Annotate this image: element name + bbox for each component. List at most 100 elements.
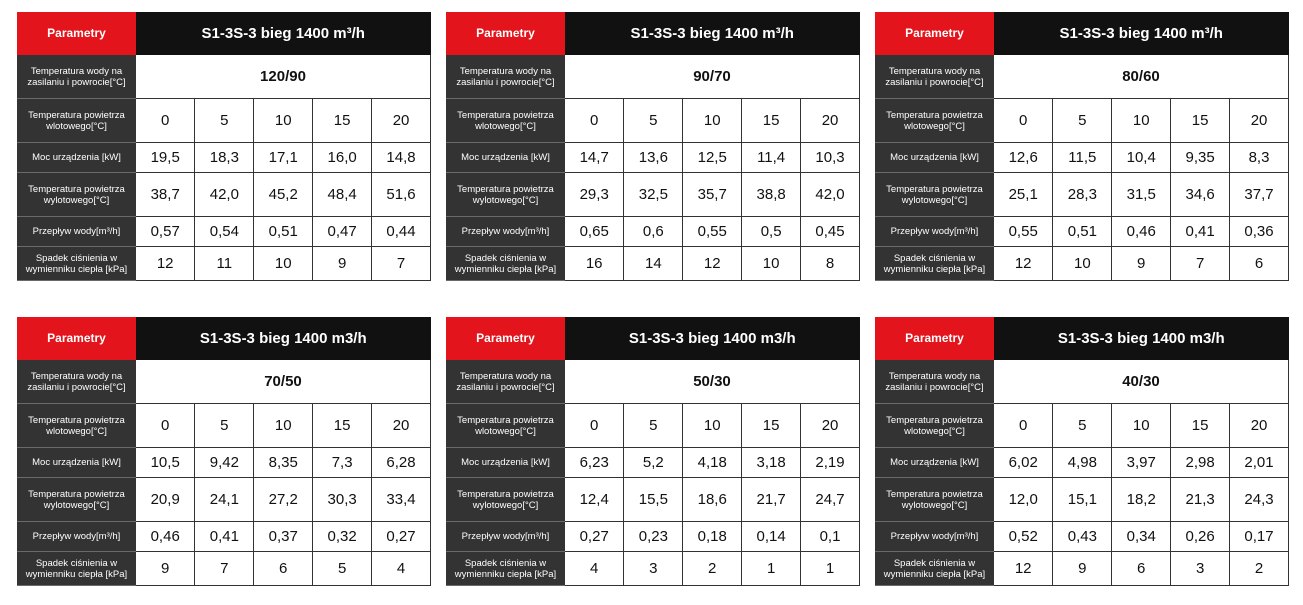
air-out-cell: 15,5 bbox=[623, 477, 684, 522]
flow-label: Przepływ wody[m³/h] bbox=[17, 216, 136, 247]
flow-cell: 0,52 bbox=[994, 521, 1054, 552]
air-out-cell: 35,7 bbox=[682, 172, 743, 217]
air-in-label: Temperatura powietrza wlotowego[°C] bbox=[446, 98, 565, 143]
power-cell: 7,3 bbox=[312, 447, 373, 478]
air-out-label: Temperatura powietrza wylotowego[°C] bbox=[17, 477, 136, 522]
air-out-label: Temperatura powietrza wylotowego[°C] bbox=[17, 172, 136, 217]
air-in-cell: 10 bbox=[682, 403, 743, 448]
flow-cell: 0,41 bbox=[194, 521, 255, 552]
flow-label: Przepływ wody[m³/h] bbox=[446, 216, 565, 247]
power-label: Moc urządzenia [kW] bbox=[17, 142, 136, 173]
power-cell: 16,0 bbox=[312, 142, 373, 173]
air-out-cell: 24,3 bbox=[1229, 477, 1289, 522]
power-cell: 2,01 bbox=[1229, 447, 1289, 478]
drop-cell: 12 bbox=[994, 551, 1054, 586]
drop-cell: 7 bbox=[371, 246, 431, 281]
drop-cell: 4 bbox=[371, 551, 431, 586]
flow-cell: 0,27 bbox=[565, 521, 625, 552]
flow-cell: 0,55 bbox=[682, 216, 743, 247]
parameter-table: Parametry S1-3S-3 bieg 1400 m³/h Tempera… bbox=[17, 12, 431, 281]
drop-cell: 11 bbox=[194, 246, 255, 281]
param-header: Parametry bbox=[446, 317, 565, 360]
flow-cell: 0,47 bbox=[312, 216, 373, 247]
air-in-cell: 5 bbox=[1052, 98, 1113, 143]
power-label: Moc urządzenia [kW] bbox=[446, 142, 565, 173]
param-header: Parametry bbox=[446, 12, 565, 55]
air-out-cell: 45,2 bbox=[253, 172, 314, 217]
air-out-cell: 38,7 bbox=[136, 172, 196, 217]
flow-label: Przepływ wody[m³/h] bbox=[17, 521, 136, 552]
flow-cell: 0,46 bbox=[136, 521, 196, 552]
water-temp-label: Temperatura wody na zasilaniu i powrocie… bbox=[875, 359, 994, 404]
air-out-label: Temperatura powietrza wylotowego[°C] bbox=[875, 172, 994, 217]
power-cell: 4,18 bbox=[682, 447, 743, 478]
air-out-cell: 37,7 bbox=[1229, 172, 1289, 217]
drop-cell: 12 bbox=[682, 246, 743, 281]
air-in-label: Temperatura powietrza wlotowego[°C] bbox=[17, 403, 136, 448]
drop-cell: 12 bbox=[994, 246, 1054, 281]
parameter-table: Parametry S1-3S-3 bieg 1400 m3/h Tempera… bbox=[17, 317, 431, 586]
air-out-cell: 38,8 bbox=[741, 172, 802, 217]
air-in-cell: 0 bbox=[136, 403, 196, 448]
air-in-cell: 15 bbox=[741, 403, 802, 448]
drop-cell: 2 bbox=[1229, 551, 1289, 586]
air-out-cell: 24,1 bbox=[194, 477, 255, 522]
drop-cell: 6 bbox=[253, 551, 314, 586]
air-out-cell: 42,0 bbox=[194, 172, 255, 217]
water-temp-value: 90/70 bbox=[565, 54, 860, 99]
air-out-cell: 32,5 bbox=[623, 172, 684, 217]
drop-cell: 9 bbox=[1052, 551, 1113, 586]
drop-cell: 2 bbox=[682, 551, 743, 586]
air-in-cell: 0 bbox=[565, 98, 625, 143]
air-out-cell: 42,0 bbox=[800, 172, 860, 217]
water-temp-label: Temperatura wody na zasilaniu i powrocie… bbox=[875, 54, 994, 99]
flow-cell: 0,51 bbox=[253, 216, 314, 247]
power-cell: 4,98 bbox=[1052, 447, 1113, 478]
drop-cell: 10 bbox=[253, 246, 314, 281]
air-in-label: Temperatura powietrza wlotowego[°C] bbox=[875, 98, 994, 143]
power-cell: 11,5 bbox=[1052, 142, 1113, 173]
power-cell: 3,18 bbox=[741, 447, 802, 478]
param-header: Parametry bbox=[17, 317, 136, 360]
flow-cell: 0,18 bbox=[682, 521, 743, 552]
power-cell: 2,98 bbox=[1170, 447, 1231, 478]
air-out-cell: 34,6 bbox=[1170, 172, 1231, 217]
air-out-cell: 24,7 bbox=[800, 477, 860, 522]
air-out-cell: 12,4 bbox=[565, 477, 625, 522]
drop-cell: 14 bbox=[623, 246, 684, 281]
air-in-cell: 20 bbox=[371, 403, 431, 448]
water-temp-label: Temperatura wody na zasilaniu i powrocie… bbox=[17, 54, 136, 99]
flow-cell: 0,51 bbox=[1052, 216, 1113, 247]
drop-cell: 12 bbox=[136, 246, 196, 281]
drop-label: Spadek ciśnienia w wymienniku ciepła [kP… bbox=[875, 246, 994, 281]
power-cell: 10,3 bbox=[800, 142, 860, 173]
flow-cell: 0,46 bbox=[1111, 216, 1172, 247]
flow-cell: 0,14 bbox=[741, 521, 802, 552]
air-in-cell: 5 bbox=[623, 98, 684, 143]
flow-cell: 0,26 bbox=[1170, 521, 1231, 552]
air-in-cell: 0 bbox=[565, 403, 625, 448]
air-out-cell: 15,1 bbox=[1052, 477, 1113, 522]
param-header: Parametry bbox=[875, 12, 994, 55]
flow-cell: 0,32 bbox=[312, 521, 373, 552]
air-in-cell: 0 bbox=[994, 403, 1054, 448]
drop-cell: 8 bbox=[800, 246, 860, 281]
flow-cell: 0,1 bbox=[800, 521, 860, 552]
power-cell: 9,35 bbox=[1170, 142, 1231, 173]
table-title: S1-3S-3 bieg 1400 m3/h bbox=[994, 317, 1289, 360]
air-out-cell: 28,3 bbox=[1052, 172, 1113, 217]
air-out-cell: 21,3 bbox=[1170, 477, 1231, 522]
drop-cell: 6 bbox=[1111, 551, 1172, 586]
power-cell: 3,97 bbox=[1111, 447, 1172, 478]
param-header: Parametry bbox=[875, 317, 994, 360]
parameter-table: Parametry S1-3S-3 bieg 1400 m³/h Tempera… bbox=[875, 12, 1289, 281]
air-in-label: Temperatura powietrza wlotowego[°C] bbox=[17, 98, 136, 143]
flow-cell: 0,57 bbox=[136, 216, 196, 247]
power-cell: 8,35 bbox=[253, 447, 314, 478]
drop-label: Spadek ciśnienia w wymienniku ciepła [kP… bbox=[17, 551, 136, 586]
flow-cell: 0,43 bbox=[1052, 521, 1113, 552]
air-out-cell: 51,6 bbox=[371, 172, 431, 217]
power-cell: 18,3 bbox=[194, 142, 255, 173]
air-in-cell: 10 bbox=[1111, 403, 1172, 448]
air-in-label: Temperatura powietrza wlotowego[°C] bbox=[875, 403, 994, 448]
